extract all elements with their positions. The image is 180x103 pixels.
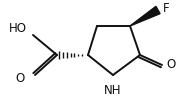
Text: NH: NH — [104, 84, 122, 97]
Polygon shape — [130, 6, 160, 26]
Text: HO: HO — [9, 22, 27, 35]
Text: F: F — [163, 2, 170, 15]
Text: O: O — [15, 71, 25, 84]
Text: O: O — [166, 57, 175, 70]
